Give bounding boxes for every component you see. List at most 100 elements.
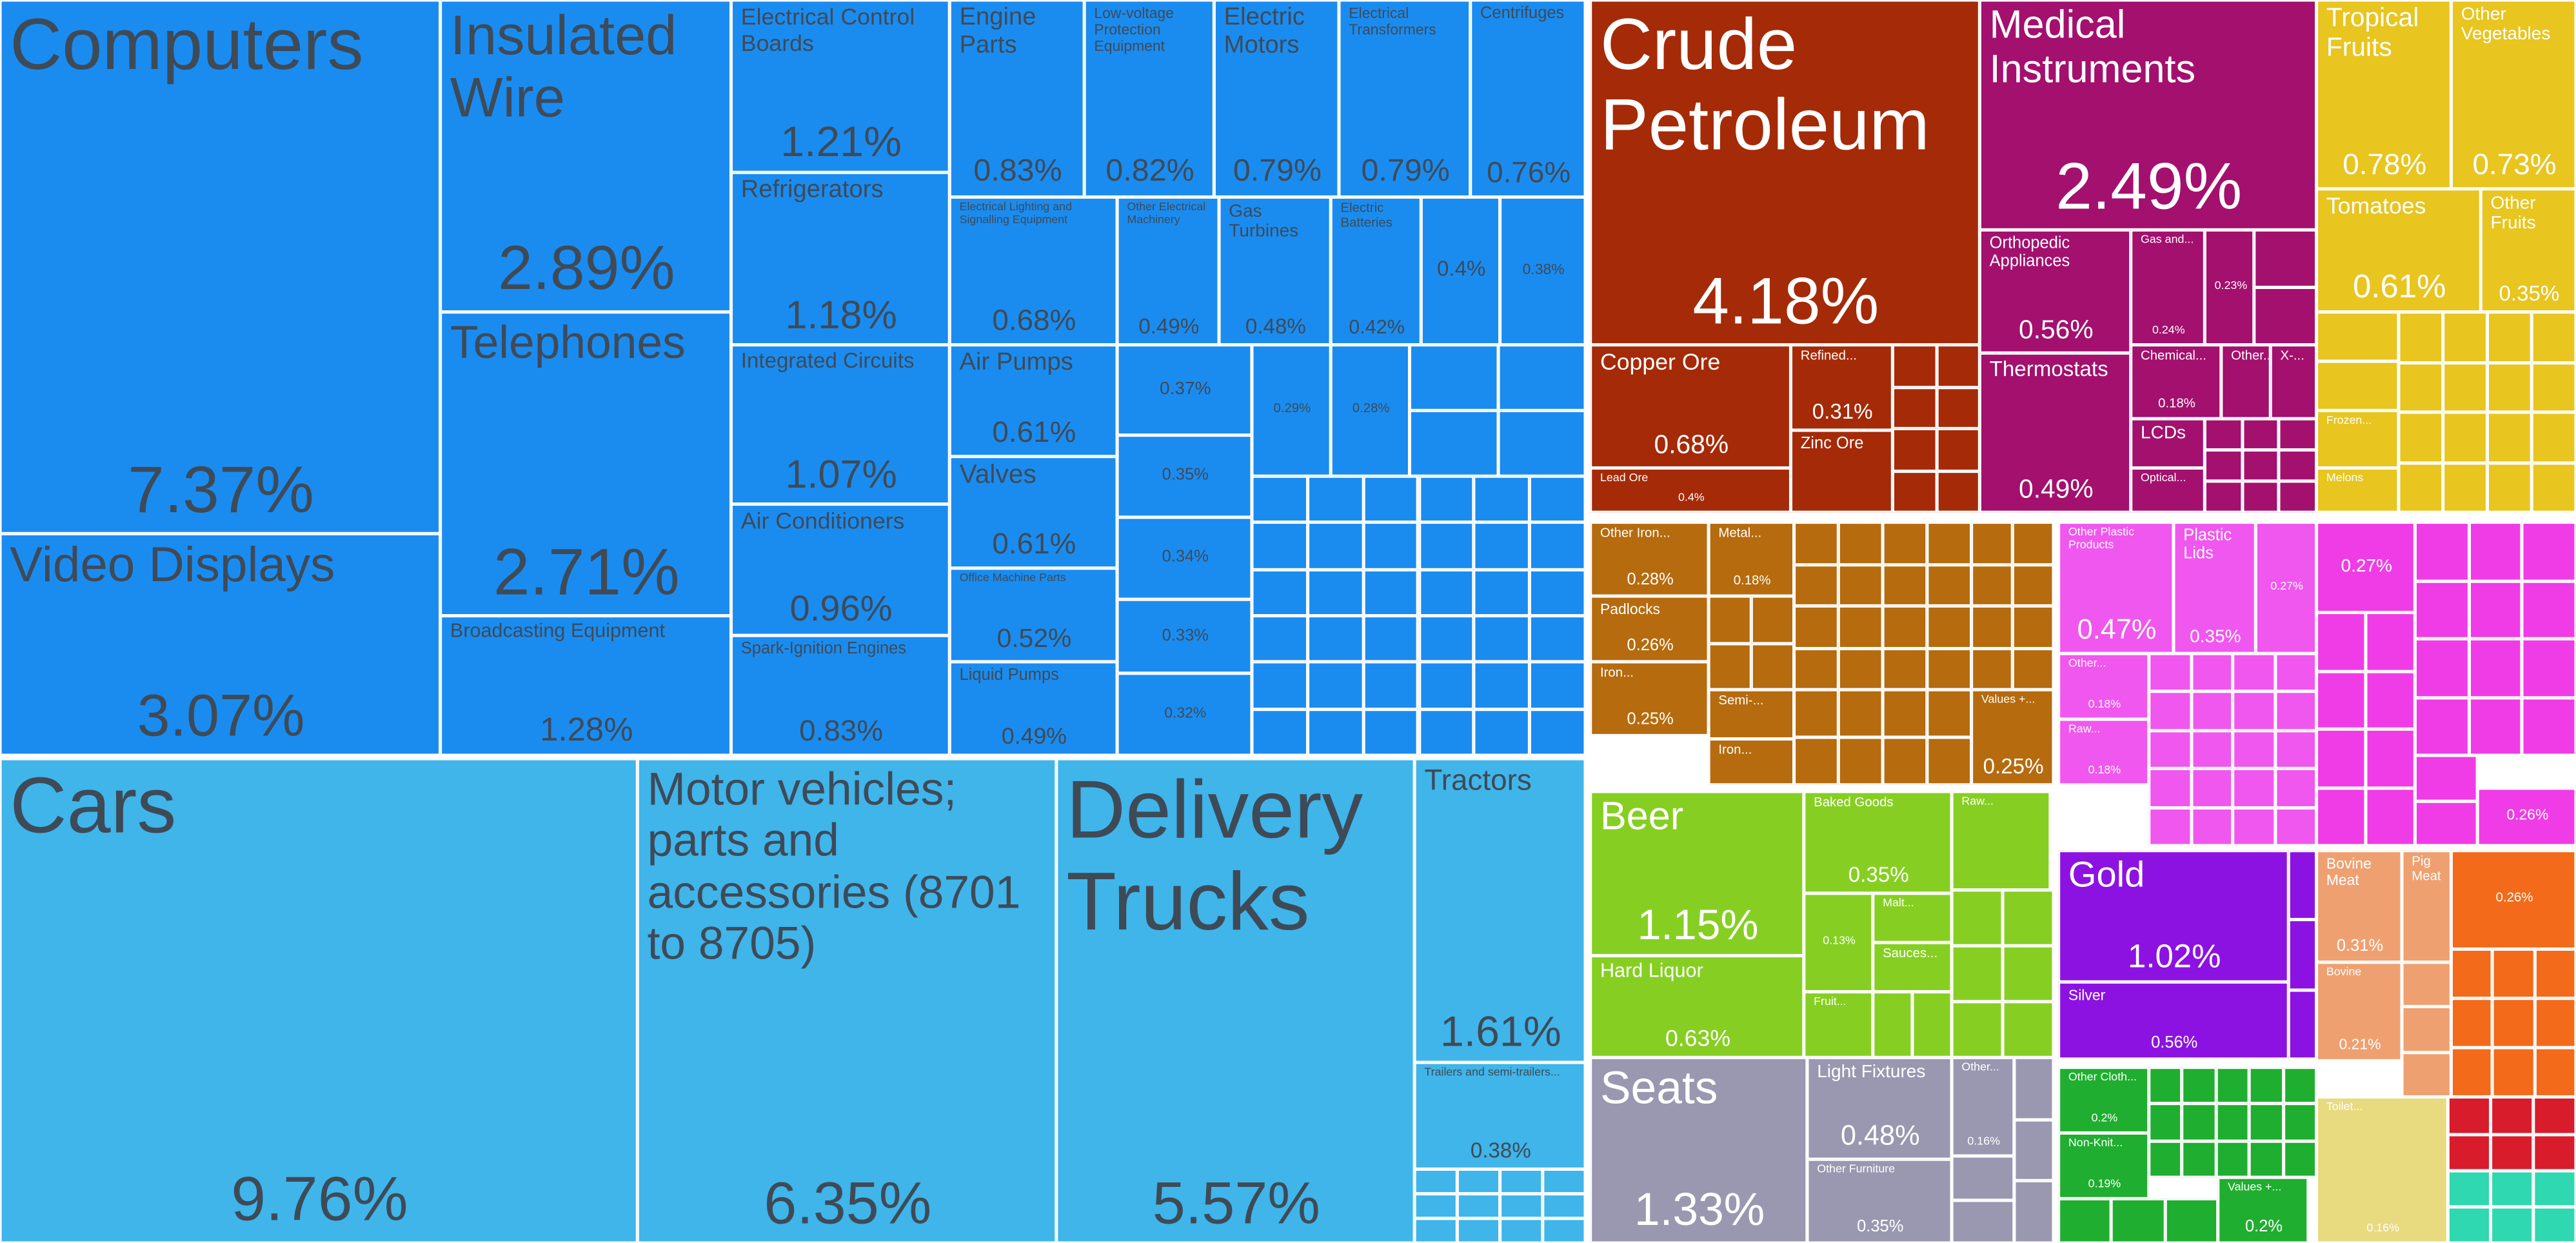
minor-tile bbox=[1838, 522, 1883, 564]
tile-label: Refrigerators bbox=[740, 175, 884, 204]
minor-tile bbox=[1971, 648, 2013, 690]
minor-tile bbox=[2415, 580, 2469, 639]
minor-tile bbox=[2398, 462, 2443, 513]
minor-tile bbox=[1883, 690, 1927, 737]
tile-value: 0.25% bbox=[1983, 753, 2044, 778]
tile-value: 0.61% bbox=[992, 527, 1076, 561]
tile-value: 0.18% bbox=[2158, 396, 2195, 411]
minor-tile bbox=[2279, 481, 2317, 513]
tile: LCDs bbox=[2130, 419, 2205, 468]
minor-tile bbox=[2279, 419, 2317, 450]
tile-value: 0.2% bbox=[2244, 1218, 2283, 1237]
minor-tile bbox=[2490, 1171, 2533, 1208]
minor-tile bbox=[1529, 522, 1586, 570]
minor-tile bbox=[2014, 1057, 2054, 1120]
tile: Liquid Pumps 0.49% bbox=[949, 661, 1118, 755]
tile: Electrical Transformers 0.79% bbox=[1338, 0, 1471, 197]
minor-tile bbox=[2490, 1133, 2533, 1171]
minor-tile bbox=[2283, 1104, 2317, 1141]
tile-value: 1.07% bbox=[785, 452, 897, 497]
tile: Orthopedic Appliances 0.56% bbox=[1979, 230, 2131, 353]
minor-tile bbox=[2204, 419, 2243, 450]
minor-tile bbox=[1529, 476, 1586, 523]
minor-tile bbox=[2365, 787, 2415, 846]
tile-label: Air Pumps bbox=[959, 348, 1073, 376]
tile-value: 1.15% bbox=[1637, 900, 1759, 950]
tile-value: 1.21% bbox=[780, 117, 902, 167]
minor-tile bbox=[1936, 344, 1980, 387]
minor-tile bbox=[2402, 962, 2452, 1008]
tile-value: 0.31% bbox=[1812, 398, 1873, 424]
minor-tile bbox=[1794, 522, 1839, 564]
minor-tile bbox=[2448, 1207, 2491, 1243]
minor-tile bbox=[2249, 1067, 2283, 1104]
minor-tile bbox=[2490, 1097, 2533, 1134]
tile-label: Tropical Fruits bbox=[2326, 5, 2419, 63]
tile-value: 0.25% bbox=[1627, 711, 1674, 730]
tile-label: Lead Ore bbox=[1600, 473, 1649, 484]
minor-tile bbox=[2316, 612, 2366, 671]
minor-tile bbox=[2522, 697, 2576, 755]
minor-tile bbox=[2148, 807, 2191, 846]
minor-tile bbox=[1927, 606, 1972, 648]
minor-tile bbox=[1251, 615, 1308, 662]
tile-value: 0.78% bbox=[2343, 148, 2427, 181]
tile-value: 0.61% bbox=[992, 415, 1076, 449]
minor-tile bbox=[1838, 737, 1883, 785]
minor-tile bbox=[2415, 755, 2478, 800]
tile-value: 0.48% bbox=[1245, 313, 1306, 338]
tile-value: 0.61% bbox=[2352, 269, 2446, 306]
minor-tile bbox=[1497, 410, 1586, 477]
minor-tile bbox=[2533, 1097, 2576, 1134]
tile-value: 0.56% bbox=[2019, 317, 2094, 346]
tile: Metal... 0.18% bbox=[1709, 522, 1794, 597]
minor-tile bbox=[2003, 890, 2054, 946]
tile-label: Motor vehicles; parts and accessories (8… bbox=[647, 763, 1021, 970]
tile-label: Other Furniture bbox=[1817, 1164, 1896, 1176]
minor-tile bbox=[1251, 708, 1308, 755]
tile-label: Other Vegetables bbox=[2461, 5, 2551, 45]
minor-tile bbox=[2316, 729, 2366, 788]
minor-tile bbox=[1251, 522, 1308, 570]
tile-value: 0.26% bbox=[1627, 637, 1674, 655]
tile: 0.26% bbox=[2451, 850, 2576, 950]
minor-tile bbox=[1418, 708, 1474, 755]
minor-tile bbox=[2190, 653, 2233, 692]
minor-tile bbox=[2012, 522, 2054, 564]
minor-tile bbox=[2012, 648, 2054, 690]
tile: Electric Motors 0.79% bbox=[1214, 0, 1339, 197]
minor-tile bbox=[2534, 1048, 2576, 1097]
minor-tile bbox=[2003, 1001, 2054, 1058]
minor-tile bbox=[2415, 522, 2469, 581]
minor-tile bbox=[1883, 737, 1927, 785]
tile: Broadcasting Equipment 1.28% bbox=[440, 615, 731, 755]
tile-label: Air Conditioners bbox=[740, 507, 905, 534]
tile: Semi-... bbox=[1709, 690, 1794, 739]
tile: Other... 0.16% bbox=[1952, 1057, 2014, 1157]
minor-tile bbox=[1872, 991, 1912, 1058]
minor-tile bbox=[1794, 737, 1839, 785]
tile-value: 0.18% bbox=[2088, 766, 2121, 777]
tile-label: Iron... bbox=[1718, 742, 1752, 757]
tile-value: 0.76% bbox=[1487, 156, 1571, 190]
minor-tile bbox=[2415, 800, 2478, 846]
tile-value: 0.23% bbox=[2214, 280, 2248, 292]
minor-tile bbox=[2316, 787, 2366, 846]
minor-tile bbox=[2288, 850, 2317, 920]
minor-tile bbox=[2468, 522, 2522, 581]
tile-label: Other Electrical Machinery bbox=[1127, 202, 1206, 226]
tile-label: Seats bbox=[1600, 1062, 1718, 1113]
tile-label: Other... bbox=[1961, 1062, 1999, 1074]
tile: Melons bbox=[2316, 468, 2399, 513]
tile: Insulated Wire 2.89% bbox=[440, 0, 731, 312]
tile-label: Insulated Wire bbox=[450, 5, 677, 130]
minor-tile bbox=[1363, 662, 1419, 709]
minor-tile bbox=[2316, 312, 2399, 362]
tile-label: X-... bbox=[2280, 348, 2304, 363]
minor-tile bbox=[2442, 462, 2488, 513]
tile-value: 1.18% bbox=[785, 293, 897, 338]
minor-tile bbox=[2249, 1140, 2283, 1178]
tile-value: 0.16% bbox=[1967, 1137, 2001, 1149]
minor-tile bbox=[2487, 412, 2532, 462]
